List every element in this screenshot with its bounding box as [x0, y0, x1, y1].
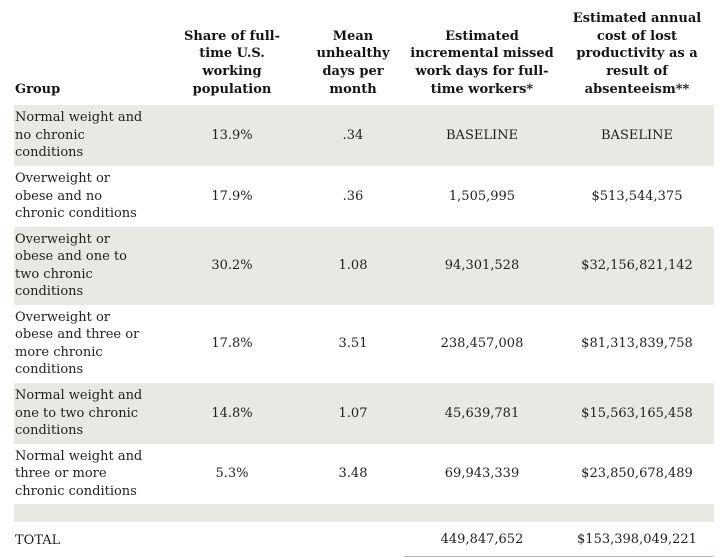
missed-days-cell: 45,639,781: [444, 405, 520, 421]
cost-cell: $15,563,165,458: [581, 405, 693, 421]
cost-cell: BASELINE: [601, 127, 673, 143]
missed-days-cell: BASELINE: [446, 127, 518, 143]
total-label: TOTAL: [15, 532, 61, 548]
missed-days-cell: 69,943,339: [444, 466, 520, 482]
header-row: Group Share of full-time U.S. working po…: [14, 4, 714, 105]
cost-cell: $513,544,375: [591, 188, 683, 204]
share-cell: 17.9%: [211, 188, 253, 204]
missed-days-cell: 1,505,995: [448, 188, 516, 204]
mean-days-cell: 3.51: [338, 336, 368, 352]
share-cell: 13.9%: [211, 127, 253, 143]
share-cell: 17.8%: [211, 336, 253, 352]
table-row: Overweight or obese and three or more ch…: [14, 305, 714, 383]
column-header-cost-of-lost-productivity: Estimated annual cost of lost productivi…: [572, 11, 702, 97]
total-cost-cell: $153,398,049,221: [560, 522, 714, 557]
share-cell: 5.3%: [215, 466, 249, 482]
group-cell: Overweight or obese and no chronic condi…: [15, 171, 137, 222]
total-row: TOTAL 449,847,652 $153,398,049,221: [14, 522, 714, 557]
mean-days-cell: 3.48: [338, 466, 368, 482]
share-cell: 30.2%: [211, 257, 253, 273]
mean-days-cell: 1.07: [338, 405, 368, 421]
total-missed-days-cell: 449,847,652: [404, 522, 560, 557]
share-cell: 14.8%: [211, 405, 253, 421]
table-row: Normal weight and one to two chronic con…: [14, 383, 714, 444]
missed-days-cell: 238,457,008: [440, 336, 524, 352]
table-row: Overweight or obese and one to two chron…: [14, 226, 714, 305]
group-cell: Overweight or obese and three or more ch…: [15, 309, 140, 378]
mean-days-cell: .34: [342, 127, 364, 143]
spacer-row: [14, 504, 714, 523]
cost-cell: $81,313,839,758: [581, 336, 693, 352]
total-mean-days-cell: [302, 522, 404, 556]
group-cell: Normal weight and no chronic conditions: [15, 110, 143, 161]
column-header-mean-unhealthy-days: Mean unhealthy days per month: [316, 28, 390, 97]
cost-cell: $32,156,821,142: [581, 257, 693, 273]
mean-days-cell: .36: [342, 188, 364, 204]
table-row: Overweight or obese and no chronic condi…: [14, 166, 714, 227]
table-row: Normal weight and no chronic conditions …: [14, 105, 714, 166]
table-row: Normal weight and three or more chronic …: [14, 444, 714, 505]
spacer-cell: [14, 504, 714, 522]
group-cell: Normal weight and three or more chronic …: [15, 448, 143, 499]
total-share-cell: [162, 522, 302, 556]
mean-days-cell: 1.08: [338, 257, 368, 273]
column-header-missed-work-days: Estimated incremental missed work days f…: [410, 28, 554, 97]
column-header-share: Share of full-time U.S. working populati…: [183, 28, 280, 97]
group-cell: Normal weight and one to two chronic con…: [15, 388, 143, 439]
absenteeism-cost-table: Group Share of full-time U.S. working po…: [14, 4, 714, 557]
column-header-group: Group: [15, 81, 61, 97]
group-cell: Overweight or obese and one to two chron…: [15, 231, 127, 300]
missed-days-cell: 94,301,528: [444, 257, 520, 273]
cost-cell: $23,850,678,489: [581, 466, 693, 482]
